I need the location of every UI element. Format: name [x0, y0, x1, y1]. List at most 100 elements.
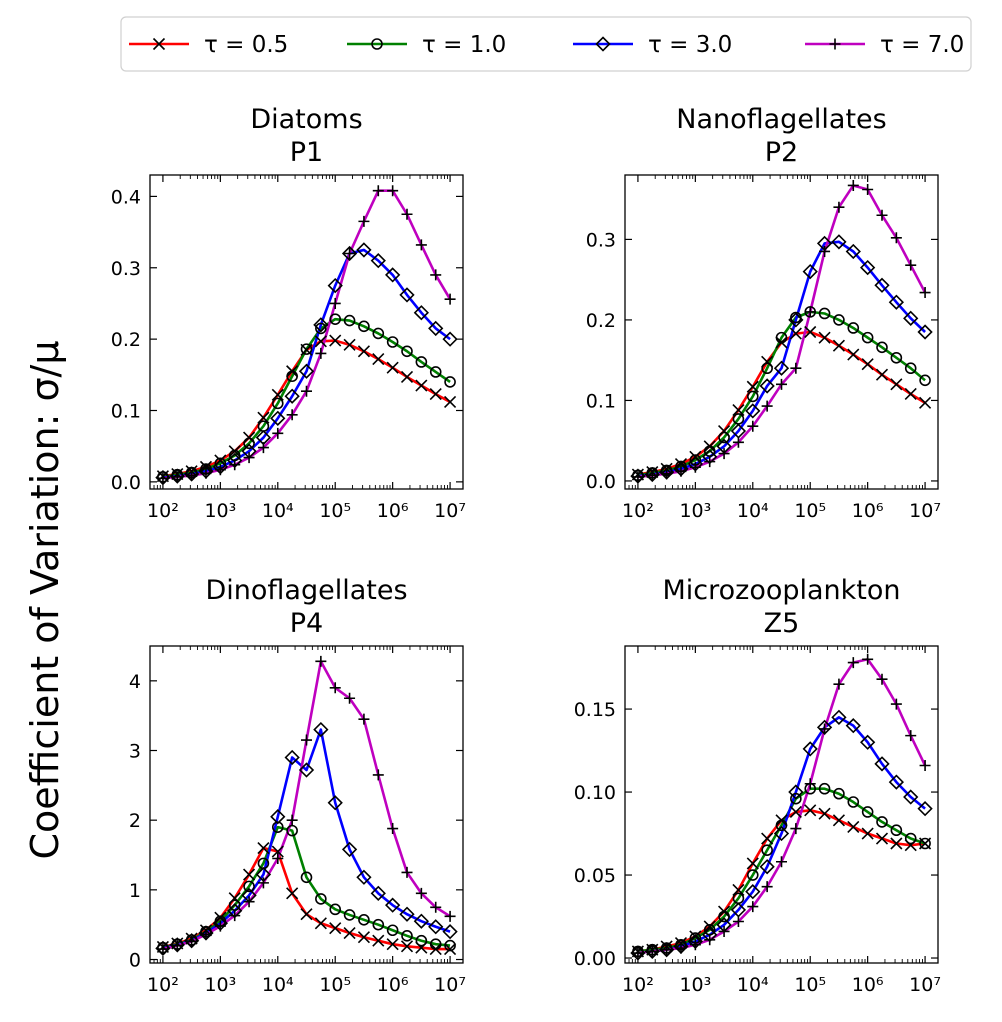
- data-point-3-3-11: [790, 823, 802, 835]
- data-point-1-1-6: [718, 431, 730, 444]
- data-point-3-3-14: [833, 678, 845, 690]
- data-point-2-3-6: [243, 896, 255, 908]
- data-point-1-0-14: [832, 339, 845, 352]
- data-point-0-3-12: [329, 297, 341, 309]
- data-point-2-2-16: [385, 897, 401, 913]
- data-point-2-3-12: [329, 682, 341, 694]
- y-tick-label: 0.3: [111, 258, 141, 280]
- panel-subtitle-1: P2: [765, 137, 798, 168]
- data-point-1-2-8: [745, 403, 761, 419]
- data-point-0-3-7: [257, 442, 269, 454]
- y-tick-label: 0.2: [111, 329, 141, 351]
- x-tick-label: 10²: [147, 500, 179, 522]
- data-point-1-2-15: [845, 243, 861, 260]
- data-point-2-3-14: [358, 713, 370, 725]
- data-point-3-3-20: [919, 759, 931, 771]
- data-point-1-1-18: [890, 351, 903, 364]
- data-point-1-1-19: [904, 362, 917, 375]
- data-point-0-3-10: [301, 385, 312, 397]
- data-point-3-0-15: [847, 820, 860, 833]
- data-point-3-2-1: [644, 943, 660, 960]
- data-point-2-1-19: [429, 938, 442, 950]
- y-tick-label: 0.2: [586, 310, 616, 332]
- data-point-1-1-9: [761, 362, 773, 375]
- data-point-2-1-16: [386, 924, 399, 937]
- data-point-1-3-18: [890, 232, 902, 244]
- data-point-3-1-13: [818, 782, 831, 795]
- data-point-3-0-17: [875, 832, 889, 845]
- series-markers-0-2: [155, 242, 458, 486]
- data-point-1-1-20: [919, 374, 931, 387]
- data-point-0-3-16: [387, 185, 399, 197]
- data-point-2-0-20: [444, 943, 457, 956]
- data-point-0-1-20: [444, 376, 456, 388]
- data-point-2-1-11: [315, 893, 327, 905]
- series-markers-2-3: [157, 655, 456, 955]
- data-point-0-3-14: [358, 215, 370, 227]
- series-line-1-1: [637, 310, 926, 477]
- data-point-0-1-15: [372, 327, 385, 340]
- data-point-0-3-15: [372, 185, 384, 197]
- panel-subtitle-3: Z5: [764, 608, 800, 639]
- data-point-0-2-10: [298, 363, 315, 379]
- data-point-0-3-1: [171, 471, 183, 483]
- data-point-2-3-16: [387, 823, 399, 835]
- data-point-1-3-5: [704, 456, 716, 468]
- x-tick-label: 10⁵: [794, 974, 826, 996]
- data-point-0-2-1: [169, 468, 185, 484]
- data-point-2-0-15: [372, 934, 385, 947]
- data-point-3-3-5: [704, 934, 716, 946]
- data-point-1-3-10: [776, 378, 787, 390]
- data-point-2-3-17: [401, 866, 413, 878]
- data-point-1-3-15: [847, 179, 859, 191]
- data-point-2-0-11: [314, 917, 327, 930]
- data-point-1-3-17: [876, 209, 888, 221]
- legend-marker-0: [152, 37, 166, 51]
- data-point-3-3-6: [718, 925, 730, 937]
- data-point-2-0-14: [357, 931, 370, 944]
- data-point-2-0-8: [271, 845, 284, 858]
- legend: τ = 0.5 τ = 1.0 τ = 3.0 τ = 7.0: [120, 16, 972, 72]
- data-point-0-3-2: [186, 469, 198, 481]
- data-point-3-1-10: [775, 819, 788, 832]
- data-point-1-3-0: [632, 471, 644, 483]
- data-point-0-3-19: [430, 269, 442, 281]
- data-point-3-0-4: [689, 930, 702, 943]
- data-point-3-2-8: [745, 884, 761, 900]
- x-tick-label: 10⁴: [262, 974, 294, 996]
- data-point-0-2-14: [356, 242, 372, 258]
- data-point-0-3-17: [401, 208, 413, 220]
- data-point-2-2-14: [356, 869, 372, 885]
- y-tick-label: 0.0: [111, 472, 141, 494]
- series-markers-3-3: [632, 653, 931, 959]
- data-point-3-2-9: [759, 859, 775, 875]
- data-point-2-1-17: [401, 930, 413, 942]
- series-line-3-3: [637, 657, 927, 955]
- data-point-0-1-19: [429, 366, 442, 378]
- data-point-1-3-1: [646, 469, 658, 481]
- figure-ylabel: Coefficient of Variation: σ/μ: [23, 340, 67, 859]
- data-point-2-2-10: [298, 762, 315, 778]
- data-point-1-3-12: [804, 306, 816, 318]
- data-point-3-3-19: [905, 730, 917, 742]
- data-point-0-0-19: [429, 388, 442, 401]
- data-point-3-0-7: [732, 883, 745, 897]
- data-point-2-3-18: [415, 887, 427, 899]
- series-line-0-0: [162, 339, 451, 478]
- x-tick-label: 10³: [679, 500, 711, 522]
- data-point-2-2-17: [399, 906, 415, 922]
- data-point-0-3-18: [415, 239, 427, 251]
- data-point-2-0-9: [286, 887, 299, 900]
- data-point-1-0-7: [732, 404, 745, 417]
- series-line-2-3: [162, 660, 451, 951]
- x-tick-label: 10⁶: [377, 974, 409, 996]
- data-point-1-0-13: [818, 331, 831, 344]
- data-point-3-3-12: [804, 778, 816, 790]
- data-point-1-0-3: [674, 457, 688, 471]
- data-point-3-0-16: [861, 827, 874, 840]
- data-point-3-2-18: [888, 774, 904, 790]
- data-point-3-3-1: [646, 945, 658, 957]
- data-point-3-1-14: [833, 787, 845, 800]
